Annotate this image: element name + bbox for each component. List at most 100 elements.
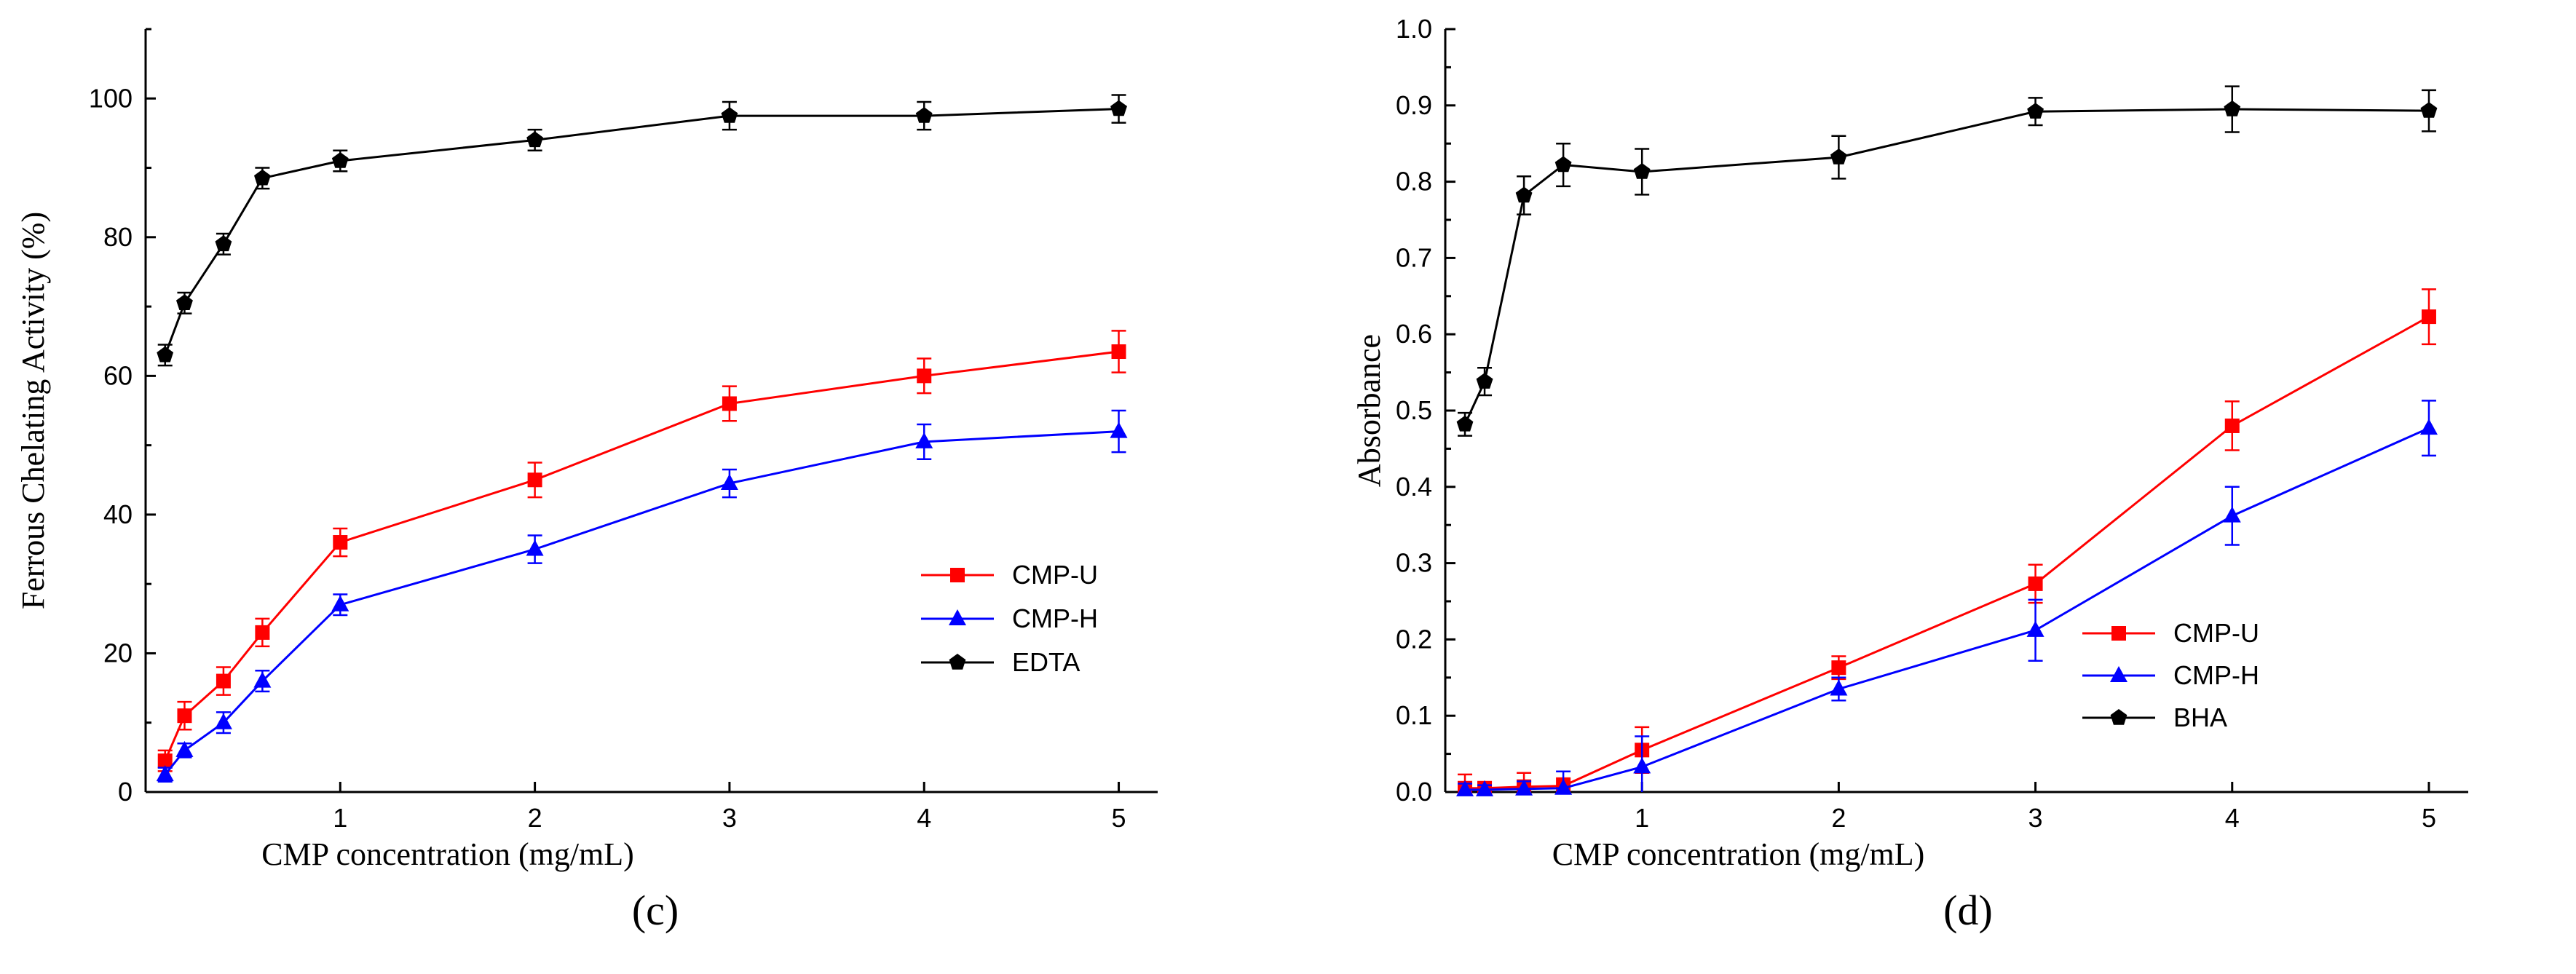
- legend-marker: [2110, 666, 2127, 682]
- chart-panel-d: 1 2 3 4 5 0.0 0.1 0.2 0.3 0.4 0.5 0.6 0.7 0.8 0.9 1.0 CM…: [1351, 14, 2468, 934]
- y-tick-label: 1.0: [1396, 14, 1432, 44]
- legend-marker: [949, 609, 966, 625]
- x-tick-label: 5: [1112, 803, 1126, 833]
- data-point: [2421, 309, 2436, 325]
- data-point: [2026, 620, 2044, 637]
- legend-marker: [2110, 709, 2127, 725]
- data-point: [2420, 102, 2438, 118]
- x-tick-label: 4: [917, 803, 931, 833]
- y-tick-label: 0.9: [1396, 90, 1432, 120]
- data-point: [1456, 780, 1474, 796]
- data-point: [1456, 415, 1474, 432]
- data-point: [331, 152, 349, 168]
- data-point: [1554, 156, 1572, 173]
- y-tick-label: 100: [89, 83, 133, 113]
- y-axis-title: Ferrous Chelating Activity (%): [15, 212, 51, 609]
- data-point: [1633, 163, 1651, 179]
- y-tick-label: 0.3: [1396, 548, 1432, 578]
- data-point: [1111, 344, 1126, 360]
- data-point: [157, 346, 174, 363]
- legend-marker: [950, 568, 965, 582]
- legend-marker: [2111, 626, 2126, 641]
- y-tick-label: 0.7: [1396, 242, 1432, 272]
- data-point: [721, 107, 738, 123]
- data-point: [526, 131, 543, 148]
- x-tick-label: 3: [2028, 803, 2043, 833]
- x-tick-label: 5: [2422, 803, 2436, 833]
- data-point: [2027, 103, 2044, 119]
- y-tick-label: 0.8: [1396, 167, 1432, 197]
- y-tick-label: 60: [103, 360, 133, 390]
- y-tick-label: 0.0: [1396, 777, 1432, 807]
- series-cmp-u: [157, 330, 1126, 772]
- y-tick-label: 40: [103, 499, 133, 529]
- panel-label: (d): [1943, 887, 1993, 934]
- x-tick-label: 3: [722, 803, 737, 833]
- data-point: [2223, 506, 2241, 523]
- x-tick-label: 4: [2225, 803, 2240, 833]
- panel-label: (c): [632, 887, 679, 934]
- y-tick-label: 0.6: [1396, 319, 1432, 349]
- data-point: [915, 107, 933, 123]
- data-point: [527, 472, 542, 488]
- y-tick-label: 80: [103, 222, 133, 252]
- data-point: [1476, 780, 1494, 796]
- legend-label: CMP-U: [2173, 618, 2259, 648]
- data-point: [1110, 100, 1127, 116]
- legend-marker: [949, 654, 966, 670]
- data-point: [1515, 186, 1533, 203]
- data-point: [177, 708, 192, 724]
- chart-panel-c: 1 2 3 4 5 0 20 40 60 80 100 CMP concentration (mg/m…: [15, 28, 1158, 934]
- y-tick-label: 0.5: [1396, 395, 1432, 425]
- legend-label: EDTA: [1012, 647, 1080, 677]
- series-bha: [1456, 85, 2438, 437]
- data-point: [722, 396, 737, 411]
- data-point: [526, 539, 544, 556]
- series-line: [1463, 108, 2430, 425]
- y-tick-label: 0.4: [1396, 472, 1432, 502]
- series-edta: [157, 94, 1127, 367]
- y-tick-label: 20: [103, 638, 133, 668]
- data-point: [1110, 421, 1128, 438]
- data-point: [1633, 757, 1651, 774]
- data-point: [255, 625, 270, 640]
- data-point: [214, 713, 232, 729]
- y-axis-title: Absorbance: [1351, 334, 1387, 487]
- data-point: [2224, 100, 2241, 116]
- data-point: [1476, 373, 1493, 389]
- legend: CMP-U CMP-H BHA: [2082, 618, 2259, 732]
- data-point: [1831, 660, 1846, 676]
- legend-label: CMP-H: [2173, 660, 2259, 690]
- data-point: [215, 235, 232, 252]
- data-point: [2028, 576, 2043, 591]
- series-cmp-u: [1458, 288, 2436, 796]
- data-point: [1830, 149, 1847, 165]
- data-point: [2419, 419, 2438, 435]
- data-point: [720, 474, 738, 491]
- data-point: [1554, 778, 1573, 795]
- series-line: [164, 350, 1119, 761]
- series-cmp-h: [1456, 400, 2438, 796]
- series-cmp-h: [156, 409, 1128, 783]
- x-tick-label: 1: [1635, 803, 1649, 833]
- data-point: [216, 673, 231, 689]
- legend-label: CMP-U: [1012, 560, 1098, 590]
- data-point: [156, 765, 174, 782]
- legend-label: CMP-H: [1012, 603, 1098, 633]
- series-line: [1465, 315, 2430, 790]
- series-line: [164, 108, 1119, 356]
- data-point: [2224, 418, 2240, 433]
- legend: CMP-U CMP-H EDTA: [921, 560, 1098, 677]
- data-point: [1515, 779, 1533, 796]
- data-point: [175, 740, 194, 757]
- data-point: [1830, 679, 1848, 696]
- data-point: [917, 368, 932, 384]
- data-point: [254, 169, 271, 186]
- y-tick-label: 0: [118, 777, 133, 807]
- x-tick-label: 1: [333, 803, 347, 833]
- data-point: [176, 294, 193, 310]
- legend-label: BHA: [2173, 702, 2227, 732]
- data-point: [915, 432, 933, 448]
- x-tick-label: 2: [528, 803, 542, 833]
- x-axis-title: CMP concentration (mg/mL): [261, 836, 634, 872]
